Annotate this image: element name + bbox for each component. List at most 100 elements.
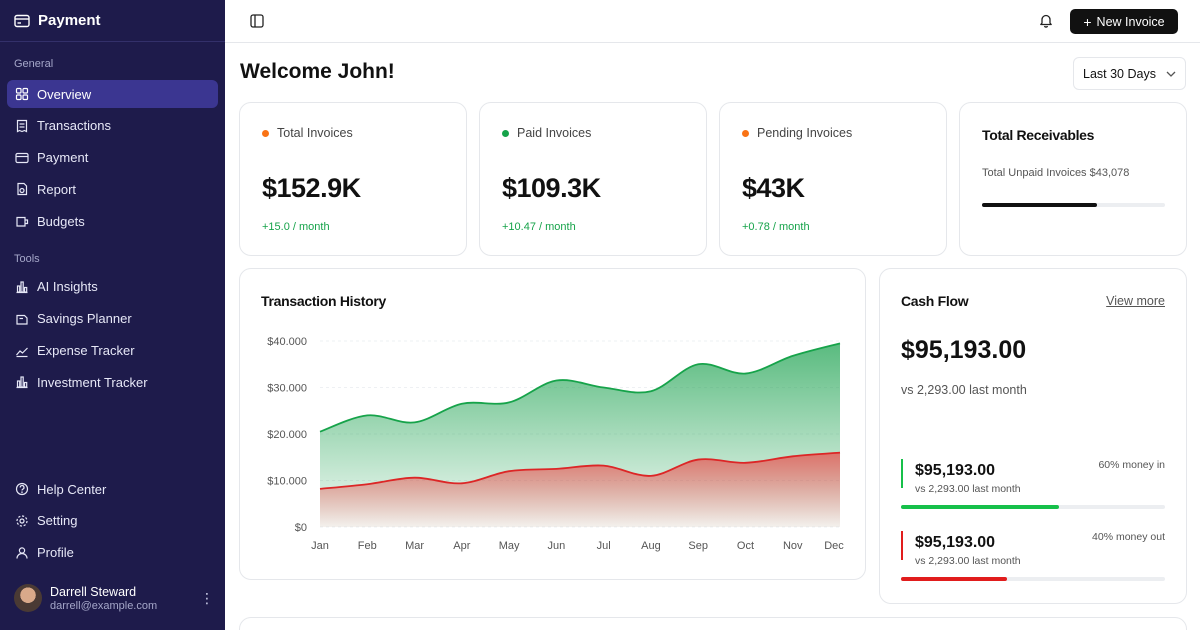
sidebar-item-profile[interactable]: Profile [7, 539, 218, 567]
sidebar-item-help-center[interactable]: Help Center [7, 475, 218, 503]
chevron-down-icon [1166, 71, 1176, 77]
sidebar-item-setting[interactable]: Setting [7, 507, 218, 535]
tools-nav: AI Insights Savings Planner Expense Tracke… [0, 273, 225, 396]
user-name: Darrell Steward [50, 584, 137, 599]
x-tick-label: Jan [311, 540, 329, 552]
x-tick-label: Oct [737, 540, 754, 552]
new-invoice-button[interactable]: + New Invoice [1070, 9, 1178, 34]
sidebar-item-payment[interactable]: Payment [7, 144, 218, 172]
trend-icon [16, 347, 28, 357]
stat-label-text: Total Invoices [277, 126, 353, 140]
sidebar-toggle-icon[interactable] [250, 14, 264, 28]
more-vertical-icon[interactable]: ⋮ [200, 589, 214, 606]
receivables-title: Total Receivables [982, 127, 1095, 143]
sidebar-item-label: Payment [37, 150, 89, 166]
wallet-card-icon [14, 14, 30, 27]
sidebar-item-report[interactable]: Report [7, 175, 218, 203]
stat-change: +10.47 / month [502, 221, 576, 233]
series-line-0 [319, 342, 841, 433]
transaction-history-card: Transaction History $0 $10.000 $20.000 $30.… [239, 268, 866, 580]
sidebar-item-label: Setting [37, 513, 78, 529]
money-in-marker [901, 459, 903, 488]
y-tick-label: $0 [295, 522, 307, 534]
y-tick-label: $40.000 [267, 336, 307, 348]
receivables-card: Total Receivables Total Unpaid Invoices … [959, 102, 1187, 256]
general-section-label: General [14, 58, 54, 70]
stat-card-paid-invoices: Paid Invoices $109.3K +10.47 / month [479, 102, 707, 256]
app-title: Payment [38, 12, 101, 29]
sidebar-item-investment-tracker[interactable]: Investment Tracker [7, 368, 218, 396]
view-more-link[interactable]: View more [1106, 294, 1165, 308]
date-range-value: Last 30 Days [1083, 66, 1156, 81]
sidebar-item-savings-planner[interactable]: Savings Planner [7, 305, 218, 333]
user-email: darrell@example.com [50, 599, 158, 612]
avatar [14, 584, 42, 612]
y-tick-label: $20.000 [267, 429, 307, 441]
money-in-amount: $95,193.00 [915, 462, 996, 479]
money-in-compare: vs 2,293.00 last month [915, 483, 1021, 495]
money-out-compare: vs 2,293.00 last month [915, 555, 1021, 567]
stat-change: +0.78 / month [742, 221, 810, 233]
user-profile[interactable]: Darrell Steward darrell@example.com ⋮ [14, 584, 214, 612]
money-in-percent: 60% money in [1098, 459, 1165, 471]
money-in-progress-fill [901, 505, 1060, 509]
cash-flow-compare: vs 2,293.00 last month [901, 383, 1027, 397]
series-line-1 [319, 451, 841, 490]
piggy-icon [16, 314, 28, 325]
transaction-history-chart: $0 $10.000 $20.000 $30.000 $40.000 Jan Feb Mar A… [267, 336, 844, 552]
plus-icon: + [1083, 13, 1092, 30]
sidebar-item-label: AI Insights [37, 279, 98, 295]
stat-value: $152.9K [262, 173, 361, 203]
sidebar: Payment General Overview Transactions Paym… [0, 0, 225, 630]
x-tick-label: Dec [824, 540, 844, 552]
x-tick-label: Apr [453, 540, 470, 552]
x-tick-label: Sep [688, 540, 708, 552]
sidebar-item-budgets[interactable]: Budgets [7, 207, 218, 235]
cash-flow-card: Cash Flow View more $95,193.00 vs 2,293.… [879, 268, 1187, 604]
x-tick-label: Mar [405, 540, 424, 552]
y-tick-label: $30.000 [267, 383, 307, 395]
bell-icon[interactable] [1039, 13, 1053, 28]
sidebar-item-label: Expense Tracker [37, 343, 135, 359]
money-out-progress-fill [901, 577, 1007, 581]
new-invoice-label: New Invoice [1096, 14, 1165, 29]
x-tick-label: Aug [641, 540, 661, 552]
money-out-progress [901, 577, 1165, 581]
report-icon [17, 183, 28, 196]
wallet-icon [16, 217, 29, 227]
brand[interactable]: Payment [0, 0, 225, 42]
money-in-progress [901, 505, 1165, 509]
grid-icon [15, 87, 29, 101]
status-dot-icon [502, 129, 509, 137]
x-tick-label: Nov [783, 540, 803, 552]
tools-section-label: Tools [14, 252, 40, 265]
sidebar-item-ai-insights[interactable]: AI Insights [7, 273, 218, 301]
status-dot-icon [742, 129, 749, 137]
sidebar-item-label: Overview [37, 86, 92, 102]
y-tick-label: $10.000 [267, 476, 307, 488]
receivables-progress-fill [982, 203, 1098, 207]
cash-flow-title: Cash Flow [901, 293, 969, 309]
stat-label: Pending Invoices [742, 126, 852, 140]
bar-chart-icon [16, 281, 28, 294]
general-nav: Overview Transactions Payment Report Budgets [0, 80, 225, 235]
money-out-percent: 40% money out [1092, 531, 1165, 543]
stat-value: $43K [742, 173, 805, 203]
sidebar-item-overview[interactable]: Overview [7, 80, 218, 108]
stat-change: +15.0 / month [262, 221, 330, 233]
sidebar-item-expense-tracker[interactable]: Expense Tracker [7, 337, 218, 365]
sidebar-item-label: Profile [37, 545, 74, 561]
x-tick-label: Jun [547, 540, 565, 552]
bottom-card [239, 617, 1187, 630]
x-tick-label: Feb [358, 540, 377, 552]
bar-chart-icon [16, 376, 28, 389]
stat-label-text: Pending Invoices [757, 126, 853, 140]
sidebar-item-label: Help Center [37, 481, 107, 497]
date-range-select[interactable]: Last 30 Days [1073, 57, 1186, 90]
sidebar-item-label: Budgets [37, 213, 85, 229]
series-area-1 [320, 452, 840, 527]
money-out-marker [901, 531, 903, 560]
receipt-icon [16, 119, 28, 133]
stat-value: $109.3K [502, 173, 601, 203]
sidebar-item-transactions[interactable]: Transactions [7, 112, 218, 140]
